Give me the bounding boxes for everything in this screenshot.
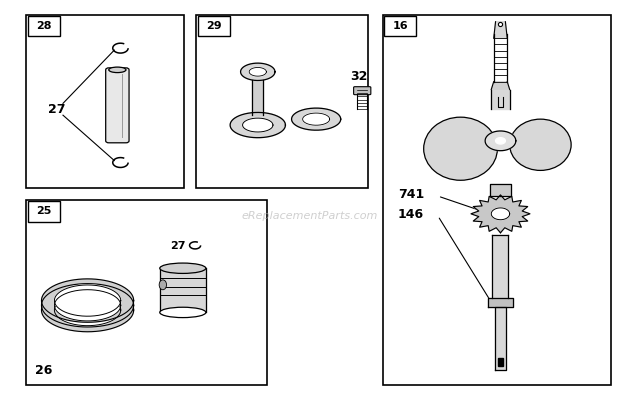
- Polygon shape: [498, 358, 503, 366]
- Text: 27: 27: [48, 103, 65, 116]
- Polygon shape: [491, 90, 510, 109]
- Polygon shape: [495, 138, 505, 144]
- Polygon shape: [249, 68, 267, 76]
- Text: 26: 26: [35, 364, 53, 376]
- Polygon shape: [487, 298, 513, 306]
- Text: 32: 32: [350, 70, 368, 83]
- Polygon shape: [42, 279, 134, 322]
- Text: 741: 741: [398, 188, 424, 201]
- Bar: [384, 16, 416, 36]
- Text: 146: 146: [398, 208, 424, 221]
- Polygon shape: [303, 113, 330, 125]
- Polygon shape: [55, 290, 121, 321]
- Bar: [198, 16, 230, 36]
- Polygon shape: [492, 235, 508, 298]
- Polygon shape: [494, 22, 507, 38]
- Bar: [26, 15, 184, 188]
- Polygon shape: [252, 78, 264, 115]
- Bar: [26, 200, 267, 385]
- Bar: [197, 15, 368, 188]
- Polygon shape: [485, 131, 516, 151]
- Polygon shape: [241, 63, 275, 80]
- Polygon shape: [291, 108, 341, 130]
- Polygon shape: [55, 285, 121, 316]
- Bar: [28, 201, 60, 222]
- Ellipse shape: [510, 119, 571, 170]
- Polygon shape: [495, 306, 506, 370]
- Polygon shape: [42, 288, 134, 332]
- Polygon shape: [490, 184, 511, 196]
- Ellipse shape: [160, 307, 206, 318]
- Polygon shape: [230, 112, 285, 138]
- Text: 29: 29: [206, 21, 222, 31]
- Polygon shape: [491, 82, 510, 90]
- FancyBboxPatch shape: [105, 68, 129, 143]
- Text: 16: 16: [392, 21, 408, 31]
- Polygon shape: [491, 208, 510, 220]
- Ellipse shape: [159, 280, 167, 290]
- Text: 25: 25: [36, 206, 51, 216]
- Text: 27: 27: [170, 240, 186, 250]
- Ellipse shape: [423, 117, 497, 180]
- Polygon shape: [242, 118, 273, 132]
- Bar: [28, 16, 60, 36]
- FancyBboxPatch shape: [353, 87, 371, 95]
- Bar: [383, 15, 611, 385]
- Ellipse shape: [108, 67, 126, 72]
- Ellipse shape: [160, 263, 206, 274]
- Polygon shape: [42, 284, 134, 327]
- Text: eReplacementParts.com: eReplacementParts.com: [242, 211, 378, 221]
- Text: 28: 28: [36, 21, 51, 31]
- Polygon shape: [471, 195, 530, 233]
- Polygon shape: [55, 294, 121, 326]
- Polygon shape: [160, 268, 206, 312]
